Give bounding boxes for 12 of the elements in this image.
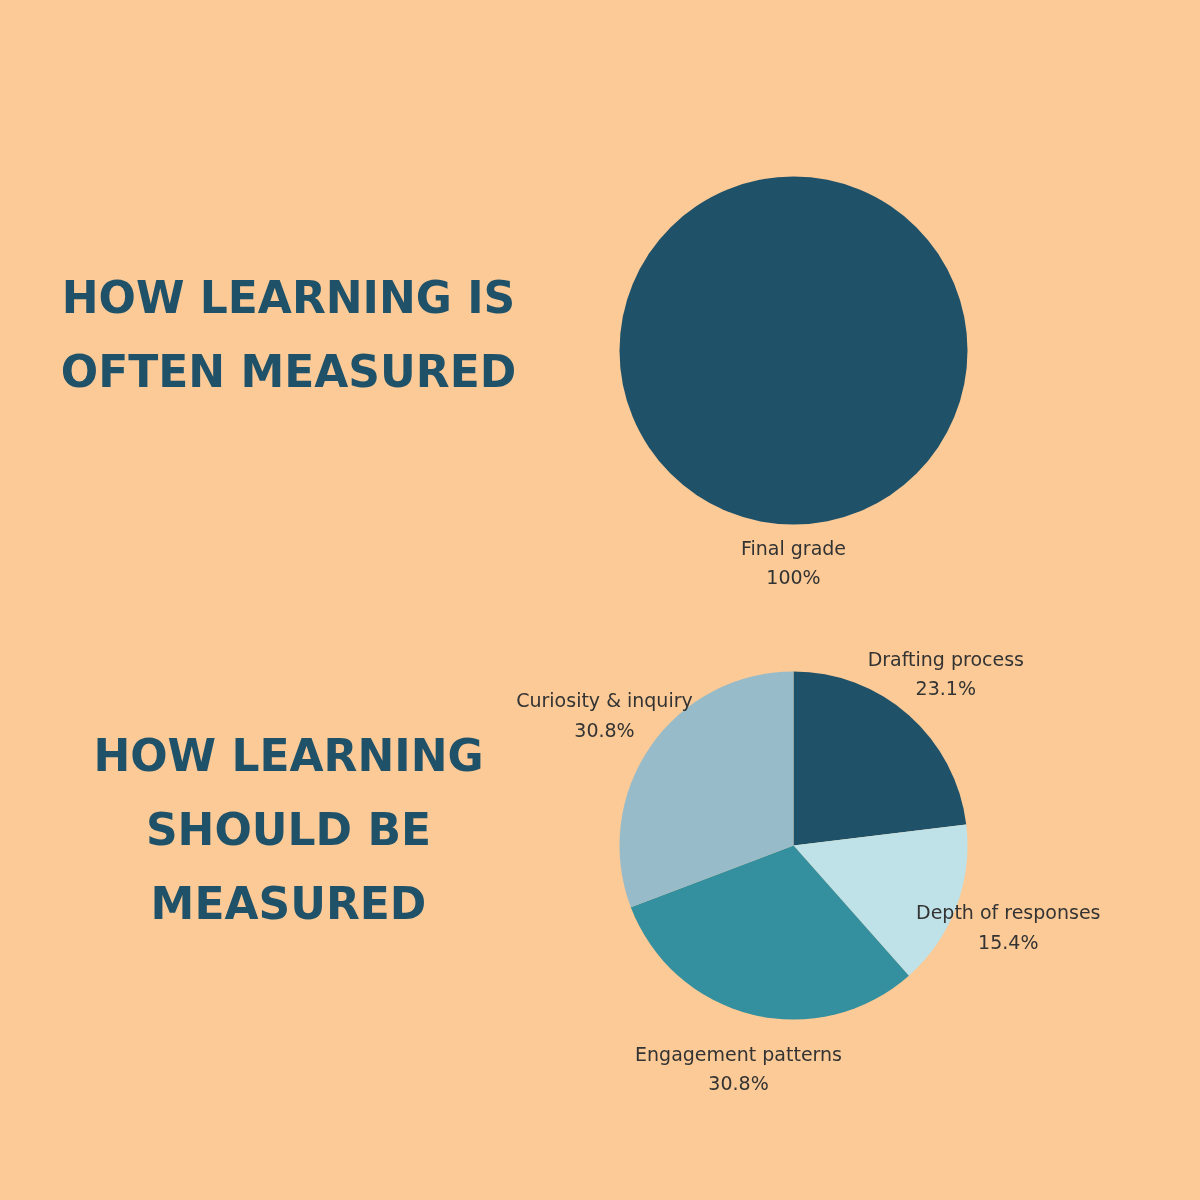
data-label: 15.4% — [978, 930, 1039, 953]
slice-label: Curiosity & inquiry — [516, 689, 693, 712]
data-label: 23.1% — [915, 677, 976, 700]
text: HOW LEARNING SHOULD BE MEASURED — [93, 730, 484, 929]
slice-label: Engagement patterns — [635, 1042, 843, 1065]
data-label: 30.8% — [574, 718, 635, 741]
slice-label: Final grade — [740, 536, 847, 559]
slice-label: Depth of responses — [916, 901, 1101, 924]
data-label: 30.8% — [708, 1072, 769, 1095]
slice-label: Drafting process — [867, 647, 1024, 670]
data-label: 100% — [766, 566, 821, 589]
text: HOW LEARNING IS OFTEN MEASURED — [60, 272, 517, 397]
